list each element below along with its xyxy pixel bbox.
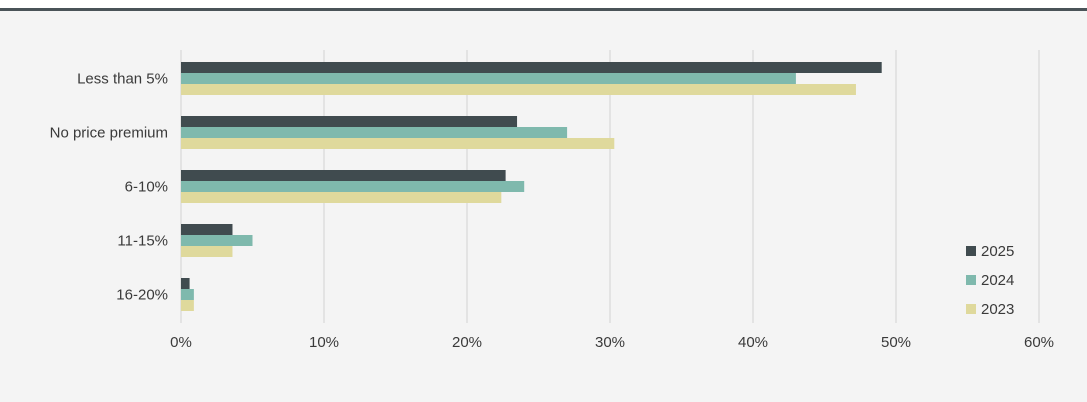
x-tick-label: 50% [881,334,911,351]
legend-swatch-2024 [966,275,976,285]
category-label: No price premium [50,125,168,142]
bar-2023 [181,192,502,203]
x-tick-label: 40% [738,334,768,351]
bar-2024 [181,73,796,84]
bar-2024 [181,127,568,138]
bar-2025 [181,116,518,127]
bar-2023 [181,246,233,257]
legend-swatch-2023 [966,304,976,314]
bar-2023 [181,138,615,149]
legend-label: 2025 [981,243,1014,260]
x-tick-labels: 0% 10% 20% 30% 40% 50% 60% [170,334,1054,351]
category-labels: Less than 5% No price premium 6-10% 11-15% 1… [50,71,168,304]
top-rule [0,8,1087,11]
bar-2025 [181,224,233,235]
bar-group [181,62,882,311]
x-tick-label: 0% [170,334,192,351]
x-tick-label: 60% [1024,334,1054,351]
category-label: 6-10% [125,179,168,196]
legend-label: 2023 [981,301,1014,318]
legend-swatch-2025 [966,246,976,256]
bar-2024 [181,235,253,246]
legend-label: 2024 [981,272,1014,289]
bar-2024 [181,289,194,300]
category-label: 11-15% [117,233,168,250]
x-tick-label: 20% [452,334,482,351]
x-tick-label: 10% [309,334,339,351]
legend: 2025 2024 2023 [966,243,1014,318]
bar-2023 [181,300,194,311]
bar-2025 [181,170,506,181]
bar-2023 [181,84,856,95]
category-label: Less than 5% [77,71,168,88]
bar-2024 [181,181,525,192]
category-label: 16-20% [116,287,168,304]
grid-lines [180,50,1040,323]
bar-2025 [181,278,190,289]
bar-2025 [181,62,882,73]
x-tick-label: 30% [595,334,625,351]
